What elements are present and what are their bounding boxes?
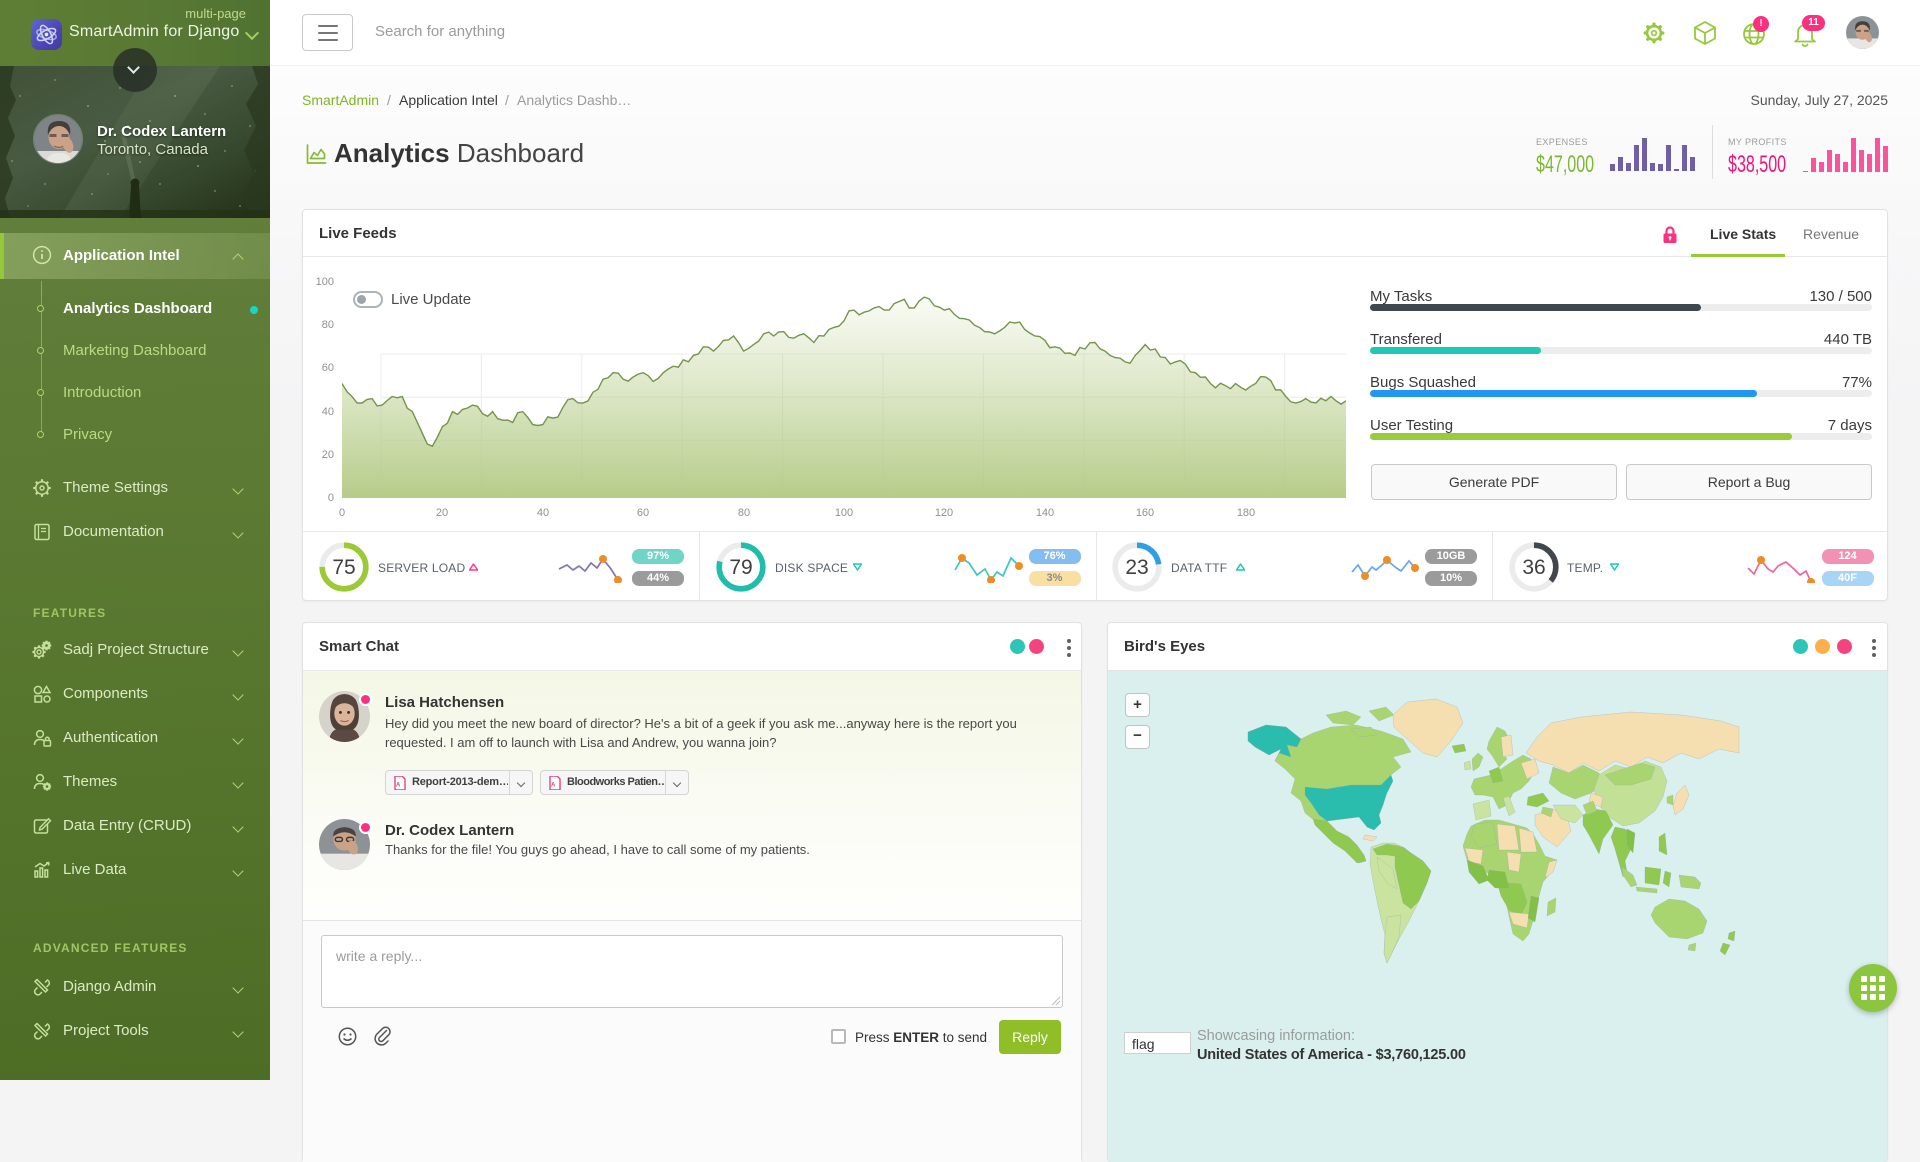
svg-text:36: 36 [1522,556,1545,579]
svg-text:23: 23 [1125,556,1148,579]
svg-text:A: A [551,783,556,789]
svg-text:A: A [396,783,401,789]
svg-text:79: 79 [729,556,752,579]
svg-text:75: 75 [332,556,355,579]
